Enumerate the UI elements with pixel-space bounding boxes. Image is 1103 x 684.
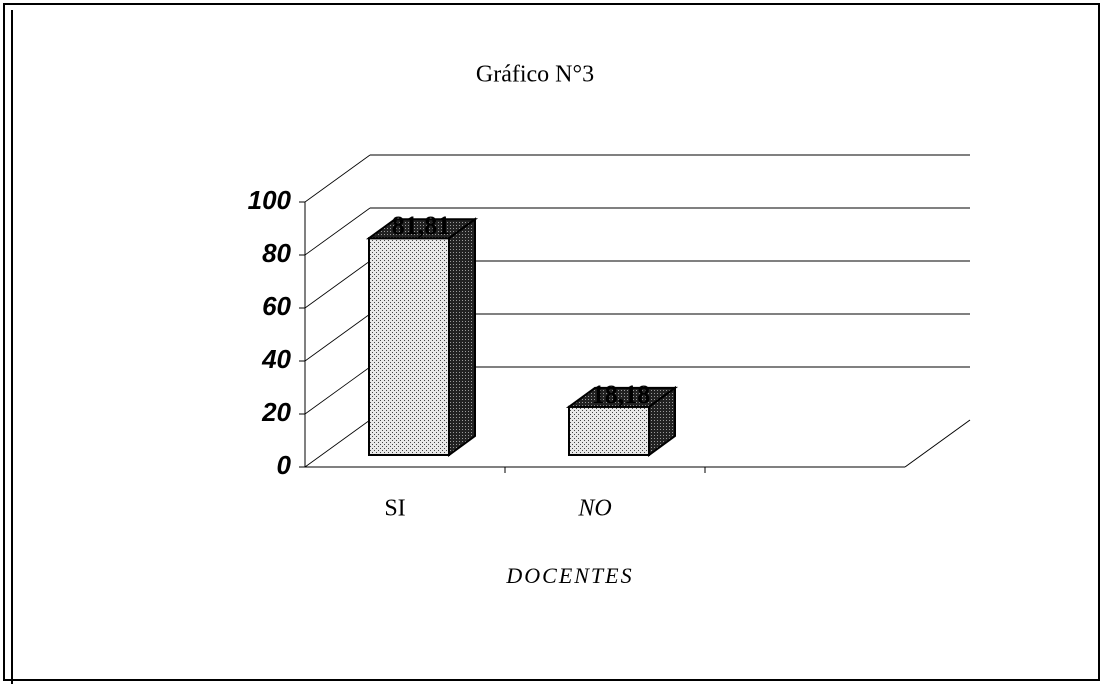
value-label: 18,18	[592, 380, 651, 409]
y-tick-label: 0	[277, 450, 292, 480]
grid-diagonal	[304, 313, 371, 362]
bar-top	[365, 218, 479, 240]
x-axis-label: DOCENTES	[505, 563, 633, 588]
grid-diagonal	[304, 207, 371, 256]
value-label: 81,81	[392, 211, 451, 240]
floor-side	[904, 419, 971, 468]
grid-diagonal	[304, 260, 371, 309]
y-tick-label: 100	[248, 185, 292, 215]
y-tick-label: 80	[262, 238, 291, 268]
y-tick-label: 60	[262, 291, 291, 321]
bar-front	[568, 405, 650, 456]
grid-diagonal	[304, 366, 371, 415]
x-tick-label: SI	[384, 496, 405, 522]
y-tick-label: 40	[261, 344, 291, 374]
bar-side	[448, 217, 476, 457]
grid-diagonal	[304, 419, 371, 468]
grid-diagonal	[304, 154, 371, 203]
bar-top	[565, 386, 679, 408]
outer-frame	[3, 3, 1100, 681]
x-tick-label: NO	[577, 496, 611, 522]
y-tick-label: 20	[261, 397, 291, 427]
chart-title: Gráfico N°3	[476, 62, 594, 88]
bar-front	[368, 237, 450, 456]
